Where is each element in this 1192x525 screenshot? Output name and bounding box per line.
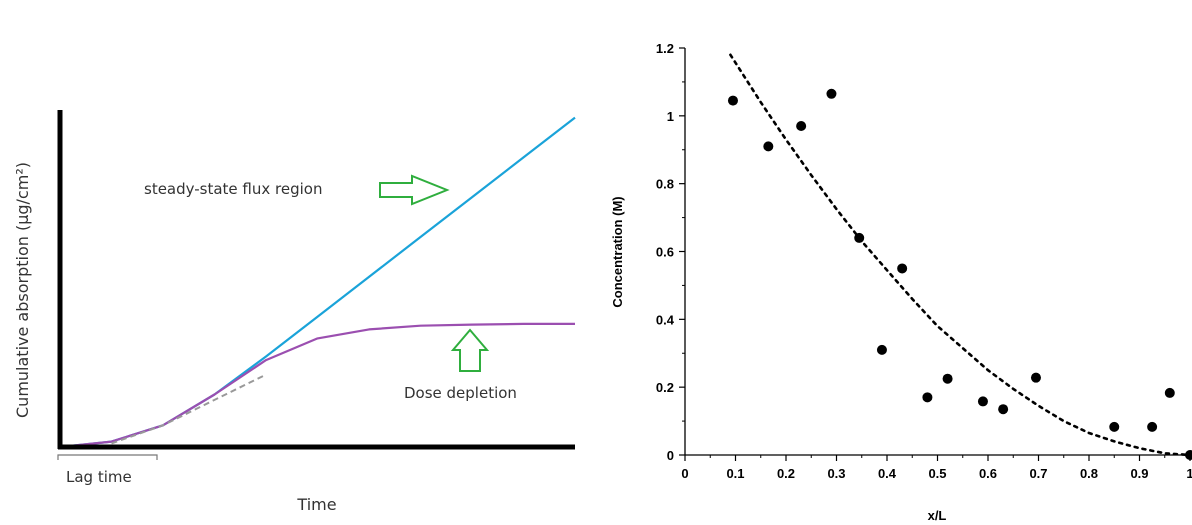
dose-depletion-arrow [450,328,490,372]
data-point [998,404,1009,415]
lag-time-label: Lag time [66,468,132,486]
lag-time-bracket [57,454,158,460]
y-tick-label: 0.6 [656,245,674,260]
x-tick-label: 0.8 [1080,466,1098,481]
x-tick-label: 0.4 [878,466,897,481]
x-axis-label: x/L [928,508,947,523]
data-point [876,344,887,355]
y-tick-label: 0 [667,448,674,463]
x-axis-label: Time [296,495,336,514]
y-axis-label: Cumulative absorption (µg/cm²) [13,162,32,418]
data-point [763,141,774,152]
y-axis-label: Concentration (M) [610,196,625,307]
x-tick-label: 0.9 [1130,466,1148,481]
x-tick-label: 0.1 [726,466,744,481]
x-tick-label: 0.6 [979,466,997,481]
data-point [977,396,988,407]
data-point [1185,450,1192,460]
series-line-2 [59,322,575,449]
y-tick-label: 0.8 [656,177,674,192]
x-tick-label: 0 [681,466,688,481]
y-tick-label: 0.4 [656,312,675,327]
data-point [1109,421,1120,432]
data-point [1164,387,1175,398]
data-point [854,232,865,243]
y-tick-label: 1.2 [656,41,674,56]
fit-curve [729,53,1192,457]
x-tick-label: 0.3 [827,466,845,481]
x-tick-label: 0.2 [777,466,795,481]
data-point [796,121,807,132]
x-tick-label: 1 [1186,466,1192,481]
steady-state-arrow [379,174,450,206]
x-tick-label: 0.7 [1029,466,1047,481]
data-point [1147,421,1158,432]
concentration-chart: 0 0.1 0.2 0.3 0.4 0.5 0.6 0.7 0.8 0.9 1 0 0.2 0.4 0.6 0… [610,41,1192,523]
data-point [897,263,908,274]
x-tick-label: 0.5 [928,466,946,481]
data-point [922,392,933,403]
y-tick-label: 1 [667,109,674,124]
data-point [826,88,837,99]
y-tick-label: 0.2 [656,380,674,395]
absorption-chart: Lag time Time Cumulative absorption (µg/cm… [13,110,576,514]
data-point [942,373,953,384]
series-line-3 [111,373,267,445]
dose-depletion-label: Dose depletion [404,384,517,402]
steady-state-label: steady-state flux region [144,180,322,198]
data-point [727,95,738,106]
data-point [1030,372,1041,383]
